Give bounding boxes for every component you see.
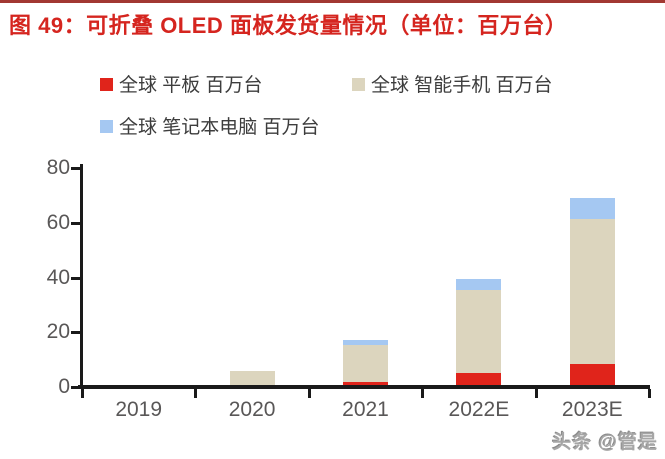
y-axis-tick [71,221,81,225]
bar-segment-2020-smartphone [229,370,275,387]
x-axis-line [78,385,650,389]
bar-segment-2023e-tablet [569,363,615,387]
x-axis-category-label: 2022E [448,398,510,421]
legend-label-laptop: 全球 笔记本电脑 百万台 [119,117,320,138]
tablet-series-swatch-icon [100,78,113,91]
bar-segment-2022e-laptop [456,278,502,290]
x-axis-tick [81,389,84,398]
y-axis-tick-label: 0 [58,375,70,398]
x-axis-category-label: 2019 [115,398,163,421]
y-axis-tick [71,167,81,170]
x-axis-tick [194,389,198,398]
legend-label-smartphone: 全球 智能手机 百万台 [371,75,553,96]
figure-title: 图 49：可折叠 OLED 面板发货量情况（单位：百万台） [9,13,568,38]
smartphone-series-swatch-icon [352,78,365,91]
y-axis-tick-label: 20 [46,320,70,344]
x-axis-tick [648,389,651,398]
watermark: 头条 @管是 [552,432,658,453]
y-axis-tick-label: 60 [46,210,70,234]
y-axis-line [80,164,83,389]
bar-segment-2022e-smartphone [456,289,502,374]
bar-segment-2021-tablet [343,381,388,387]
bar-segment-2023e-laptop [569,198,615,219]
laptop-series-swatch-icon [100,120,113,133]
legend-item-tablet: 全球 平板 百万台 [100,70,263,97]
x-axis-category-label: 2023E [561,398,623,421]
bar-segment-2021-laptop [343,340,388,345]
x-axis-category-label: 2020 [228,398,276,421]
x-axis-tick [307,389,311,398]
y-axis-tick [71,276,81,280]
bar-segment-2023e-smartphone [569,218,615,364]
top-border-rule [0,0,665,3]
y-axis-tick [71,331,81,335]
x-axis-category-label: 2021 [342,398,389,421]
x-axis-tick [534,389,538,398]
bar-segment-2021-smartphone [343,344,388,382]
legend-item-laptop: 全球 笔记本电脑 百万台 [100,112,320,139]
x-axis-tick [421,389,425,398]
y-axis-tick-label: 40 [46,265,70,289]
y-axis-tick [71,386,81,389]
legend-label-tablet: 全球 平板 百万台 [119,75,263,96]
bar-segment-2022e-tablet [456,373,502,387]
legend-item-smartphone: 全球 智能手机 百万台 [352,70,553,97]
y-axis-tick-label: 80 [46,156,70,179]
